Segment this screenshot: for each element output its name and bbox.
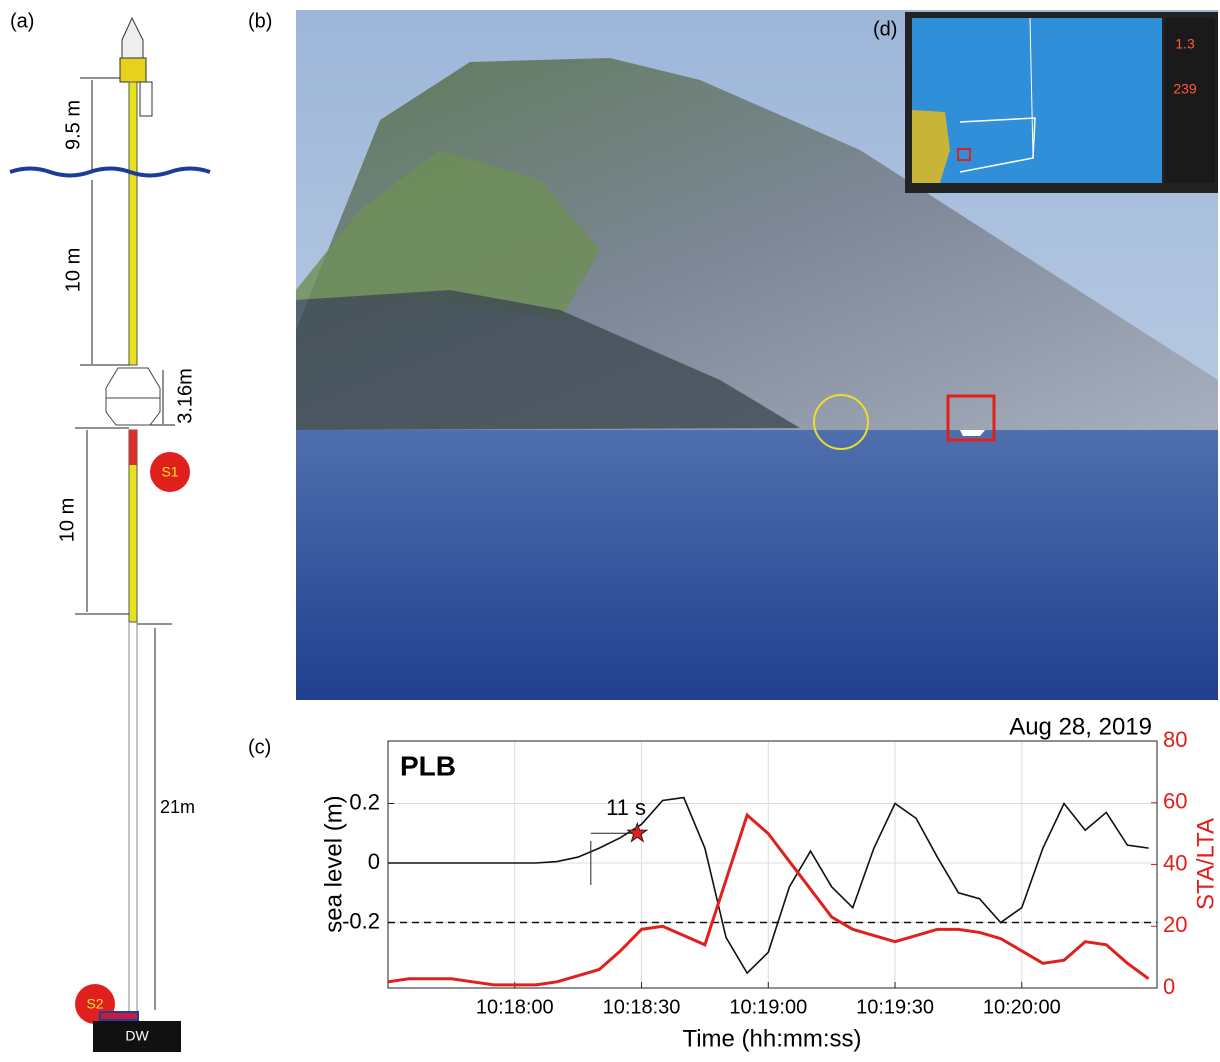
x-tick-label: 10:18:30 (603, 996, 681, 1018)
x-axis-label: Time (hh:mm:ss) (682, 1025, 861, 1052)
y-tick-label: -0.2 (342, 908, 380, 933)
x-tick-label: 10:19:00 (729, 996, 807, 1018)
plot-frame (387, 740, 1158, 989)
star-marker (626, 821, 649, 843)
panel-label: (c) (248, 736, 271, 758)
panel-label: (d) (873, 18, 897, 40)
sensor-label: S1 (161, 464, 178, 480)
chart: PLB Aug 28, 2019 Time (hh:mm:ss) sea lev… (320, 713, 1219, 1052)
y2-axis-label: STA/LTA (1192, 818, 1219, 910)
x-tick-label: 10:18:00 (476, 996, 554, 1018)
chart-subtitle: Aug 28, 2019 (1009, 713, 1152, 740)
chart-title: PLB (400, 750, 456, 781)
y2-tick-label: 20 (1163, 912, 1187, 937)
interval-label: 11 s (606, 795, 646, 820)
base-label: DW (125, 1028, 149, 1044)
panel-label: (b) (248, 10, 272, 32)
y2-tick-label: 0 (1163, 974, 1175, 999)
nav-inset: (d) 1.3 239 (873, 12, 1218, 193)
y-tick-label: 0.2 (349, 789, 380, 814)
dimension-label: 3.16m (174, 368, 196, 424)
y2-tick-label: 40 (1163, 850, 1187, 875)
dimension-label: 10 m (56, 498, 78, 542)
y-axis-label: sea level (m) (320, 795, 347, 932)
mooring-diagram: 9.5 m 10 m 3.16m 10 m 21m S1 S2 DW (9, 16, 211, 1052)
y2-tick-label: 80 (1163, 727, 1187, 752)
dimension-label: 10 m (62, 248, 84, 292)
y2-tick-label: 60 (1163, 789, 1187, 814)
series-line (387, 812, 1150, 987)
x-tick-label: 10:19:30 (856, 996, 934, 1018)
readout: 1.3 (1175, 36, 1195, 52)
dimension-label: 9.5 m (62, 100, 84, 150)
y-tick-label: 0 (368, 849, 380, 874)
panel-label: (a) (10, 10, 34, 32)
dimension-label: 21m (160, 797, 195, 817)
series-line (388, 796, 1149, 975)
readout: 239 (1173, 81, 1197, 97)
x-tick-label: 10:20:00 (983, 996, 1061, 1018)
sensor-label: S2 (86, 996, 103, 1012)
